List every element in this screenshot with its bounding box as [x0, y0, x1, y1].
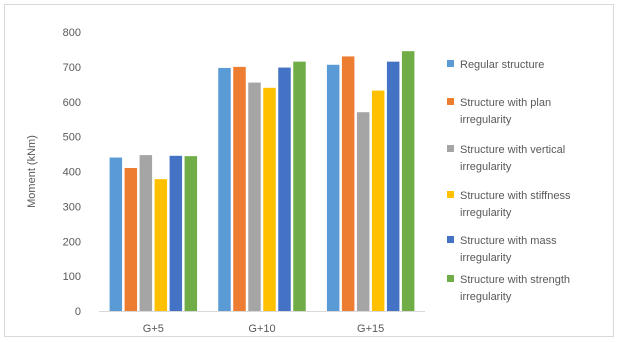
y-axis-label: Moment (kNm) — [26, 135, 38, 208]
y-tick-label: 700 — [63, 62, 81, 74]
y-tick-label: 500 — [63, 132, 81, 144]
bar — [184, 156, 198, 311]
bar-chart: 0 100 200 300 400 500 600 700 800 Moment (kNm) G… — [26, 27, 571, 335]
legend-swatch — [447, 275, 454, 282]
bar — [401, 51, 415, 312]
y-tick-label: 0 — [75, 306, 81, 318]
legend-swatch — [447, 191, 454, 198]
bar — [169, 155, 183, 311]
legend-swatch — [447, 98, 454, 105]
legend-label: Structure with strength — [460, 274, 570, 286]
legend-label: Structure with mass — [460, 235, 557, 247]
bars — [109, 51, 415, 312]
legend-label: Structure with plan — [460, 97, 551, 109]
legend-label: irregularity — [460, 291, 512, 303]
legend-label: Structure with vertical — [460, 144, 565, 156]
x-tick-label: G+5 — [143, 323, 164, 335]
y-tick-label: 600 — [63, 97, 81, 109]
bar — [293, 61, 306, 311]
chart-frame: 0 100 200 300 400 500 600 700 800 Moment (kNm) G… — [4, 4, 614, 337]
bar — [139, 155, 153, 311]
y-axis: 0 100 200 300 400 500 600 700 800 — [63, 27, 81, 318]
legend-swatch — [447, 145, 454, 152]
legend-label: irregularity — [460, 207, 512, 219]
legend-label: irregularity — [460, 114, 512, 126]
y-tick-label: 200 — [63, 236, 81, 248]
y-tick-label: 400 — [63, 167, 81, 179]
legend-label: irregularity — [460, 161, 512, 173]
legend-swatch — [447, 236, 454, 243]
bar — [278, 67, 291, 311]
x-axis: G+5 G+10 G+15 — [143, 323, 384, 335]
y-tick-label: 300 — [63, 201, 81, 213]
bar — [386, 61, 400, 311]
legend-label: irregularity — [460, 252, 512, 264]
bar — [326, 64, 340, 311]
bar — [341, 56, 355, 311]
bar — [263, 87, 276, 311]
bar — [218, 67, 231, 311]
legend-swatch — [447, 60, 454, 67]
bar — [248, 82, 261, 311]
bar — [124, 168, 138, 311]
y-tick-label: 800 — [63, 27, 81, 39]
y-tick-label: 100 — [63, 271, 81, 283]
x-tick-label: G+10 — [248, 323, 275, 335]
bar — [356, 112, 370, 312]
legend-label: Structure with stiffness — [460, 190, 571, 202]
bar — [109, 157, 123, 311]
legend-label: Regular structure — [460, 59, 544, 71]
bar — [371, 90, 385, 311]
legend: Regular structure Structure with plan irre… — [447, 59, 571, 303]
bar — [233, 66, 246, 311]
bar — [154, 179, 168, 311]
x-tick-label: G+15 — [357, 323, 384, 335]
